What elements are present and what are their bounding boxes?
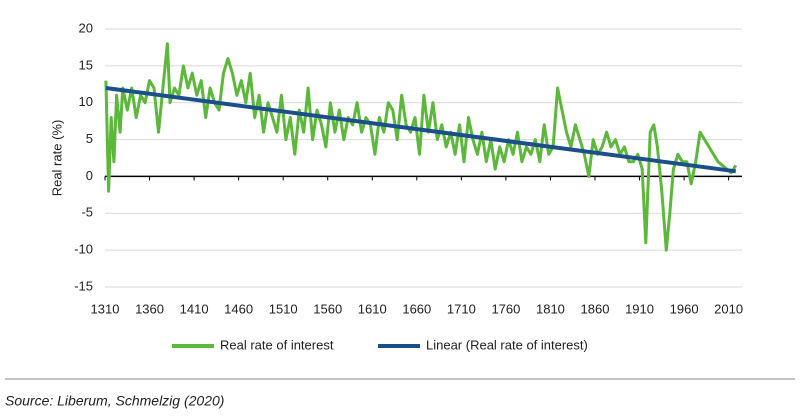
series-line [104, 42, 738, 252]
y-tick-label: -5 [81, 205, 93, 220]
x-tick-label: 1410 [180, 301, 209, 316]
x-tick-label: 1560 [313, 301, 342, 316]
x-tick-label: 2010 [714, 301, 743, 316]
legend-label: Real rate of interest [220, 337, 334, 352]
x-tick-label: 1310 [91, 301, 120, 316]
x-tick-label: 1760 [491, 301, 520, 316]
x-tick-label: 1960 [670, 301, 699, 316]
y-tick-label: 20 [79, 20, 93, 35]
source: Source: Liberum, Schmelzig (2020) [5, 393, 224, 409]
y-tick-label: -10 [74, 242, 93, 257]
x-tick-label: 1360 [135, 301, 164, 316]
x-tick-label: 1610 [358, 301, 387, 316]
x-tick-label: 1810 [536, 301, 565, 316]
y-tick-label: 15 [79, 57, 93, 72]
x-tick-label: 1510 [269, 301, 298, 316]
y-tick-label: 5 [86, 131, 93, 146]
x-tick-label: 1710 [447, 301, 476, 316]
legend-label: Linear (Real rate of interest) [426, 337, 588, 352]
y-tick-label: -15 [74, 278, 93, 293]
x-tick-label: 1860 [581, 301, 610, 316]
series-line [105, 86, 737, 174]
x-tick-label: 1660 [402, 301, 431, 316]
y-tick-label: 10 [79, 94, 93, 109]
x-tick-label: 1910 [625, 301, 654, 316]
y-tick-label: 0 [86, 168, 93, 183]
x-tick-label: 1460 [224, 301, 253, 316]
y-axis-label: Real rate (%) [49, 120, 64, 197]
